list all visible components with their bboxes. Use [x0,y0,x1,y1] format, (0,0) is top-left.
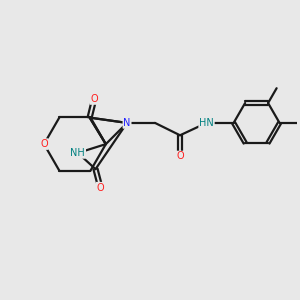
Text: O: O [176,152,184,161]
Text: O: O [90,94,98,104]
Text: O: O [97,183,104,193]
Text: HN: HN [199,118,214,128]
Text: N: N [123,118,131,128]
Text: NH: NH [70,148,85,158]
Text: O: O [40,139,48,149]
